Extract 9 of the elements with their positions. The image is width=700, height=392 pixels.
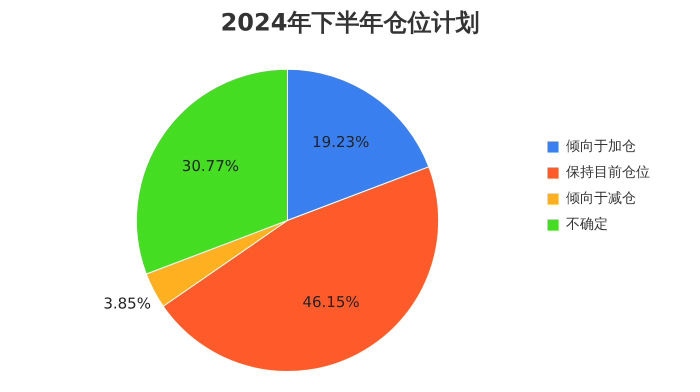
legend-label: 保持目前仓位 (566, 164, 650, 181)
data-label: 19.23% (312, 133, 370, 152)
data-label: 30.77% (182, 157, 239, 176)
legend-label: 倾向于减仓 (566, 190, 636, 207)
chart-title: 2024年下半年仓位计划 (220, 8, 480, 37)
data-label: 46.15% (302, 293, 360, 312)
legend-label: 不确定 (566, 216, 608, 233)
legend-label: 倾向于加仓 (566, 138, 636, 155)
data-label: 3.85% (103, 294, 151, 312)
